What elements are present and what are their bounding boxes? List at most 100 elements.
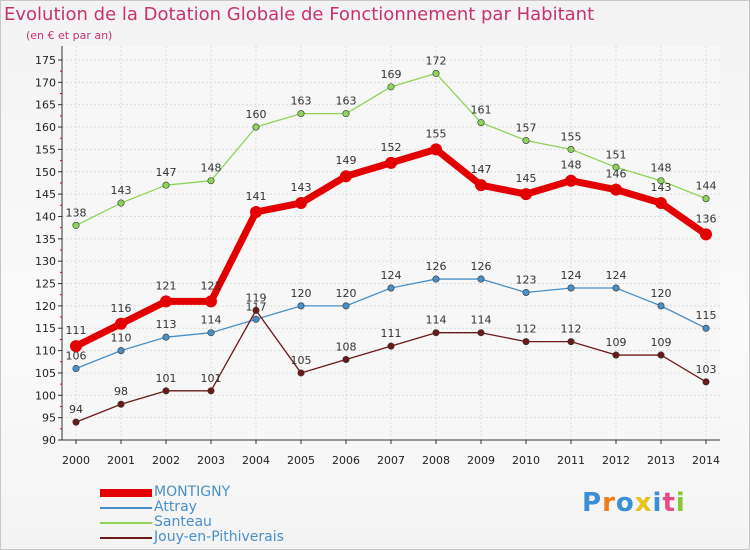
data-point	[430, 143, 442, 156]
x-tick-label: 2013	[647, 454, 675, 467]
data-label: 121	[201, 279, 222, 292]
y-tick-label: 155	[35, 143, 56, 156]
y-tick-label: 115	[35, 322, 56, 335]
data-label: 108	[336, 341, 357, 354]
data-label: 143	[291, 181, 312, 194]
data-label: 112	[516, 323, 537, 336]
data-point	[252, 315, 260, 323]
data-label: 111	[381, 327, 402, 340]
data-point	[522, 288, 530, 296]
data-point	[72, 418, 80, 426]
y-tick-label: 135	[35, 233, 56, 246]
y-tick-label: 140	[35, 210, 56, 223]
data-label: 124	[606, 269, 627, 282]
legend-swatch-santeau	[100, 522, 152, 524]
data-point	[567, 338, 575, 346]
data-label: 169	[381, 68, 402, 81]
data-point	[117, 347, 125, 355]
data-point	[655, 197, 667, 210]
data-label: 143	[111, 184, 132, 197]
data-label: 94	[69, 403, 83, 416]
data-point	[702, 195, 710, 203]
data-label: 120	[651, 287, 672, 300]
data-point	[522, 136, 530, 144]
data-point	[387, 284, 395, 292]
data-point	[115, 317, 127, 330]
y-tick-label: 145	[35, 188, 56, 201]
data-point	[612, 163, 620, 171]
data-label: 115	[696, 309, 717, 322]
data-label: 112	[561, 323, 582, 336]
x-tick-label: 2002	[152, 454, 180, 467]
legend-swatch-montigny	[100, 489, 152, 497]
data-label: 157	[516, 121, 537, 134]
legend-swatch-attray	[100, 507, 152, 509]
data-point	[387, 342, 395, 350]
data-label: 109	[651, 336, 672, 349]
data-label: 161	[471, 104, 492, 117]
data-label: 163	[291, 95, 312, 108]
data-point	[610, 183, 622, 196]
data-point	[432, 329, 440, 337]
data-point	[567, 145, 575, 153]
data-point	[385, 156, 397, 169]
data-point	[612, 351, 620, 359]
data-label: 103	[696, 363, 717, 376]
data-point	[160, 295, 172, 308]
x-tick-label: 2007	[377, 454, 405, 467]
data-point	[297, 110, 305, 118]
y-tick-label: 175	[35, 54, 56, 67]
data-point	[117, 400, 125, 408]
data-label: 172	[426, 54, 447, 67]
data-point	[205, 295, 217, 308]
data-point	[252, 306, 260, 314]
data-label: 121	[156, 279, 177, 292]
y-tick-label: 160	[35, 121, 56, 134]
data-point	[297, 369, 305, 377]
data-label: 155	[561, 130, 582, 143]
y-tick-label: 110	[35, 345, 56, 358]
logo-letter: r	[602, 488, 616, 518]
data-point	[702, 324, 710, 332]
y-tick-label: 120	[35, 300, 56, 313]
data-label: 116	[111, 302, 132, 315]
data-label: 105	[291, 354, 312, 367]
x-tick-label: 2010	[512, 454, 540, 467]
data-label: 101	[201, 372, 222, 385]
x-tick-label: 2003	[197, 454, 225, 467]
x-tick-label: 2014	[692, 454, 720, 467]
data-label: 152	[381, 141, 402, 154]
data-label: 106	[66, 349, 87, 362]
data-point	[612, 284, 620, 292]
chart-subtitle: (en € et par an)	[26, 29, 113, 42]
data-point	[657, 351, 665, 359]
data-point	[432, 69, 440, 77]
data-point	[162, 333, 170, 341]
x-tick-label: 2004	[242, 454, 270, 467]
data-point	[342, 356, 350, 364]
data-point	[475, 179, 487, 192]
data-point	[162, 387, 170, 395]
legend-label-santeau: Santeau	[154, 514, 212, 530]
y-tick-label: 95	[42, 412, 56, 425]
x-tick-label: 2000	[62, 454, 90, 467]
data-point	[522, 338, 530, 346]
logo-letter: o	[615, 488, 635, 518]
data-point	[432, 275, 440, 283]
data-point	[250, 206, 262, 218]
legend-label-attray: Attray	[154, 499, 197, 515]
data-point	[117, 199, 125, 207]
y-tick-label: 105	[35, 367, 56, 380]
data-label: 144	[696, 180, 717, 193]
data-label: 117	[246, 300, 267, 313]
data-point	[72, 221, 80, 229]
data-point	[700, 228, 712, 241]
chart-title: Evolution de la Dotation Globale de Fonc…	[4, 4, 595, 25]
data-point	[295, 197, 307, 210]
data-label: 120	[336, 287, 357, 300]
data-label: 143	[651, 181, 672, 194]
data-point	[342, 302, 350, 310]
data-point	[477, 275, 485, 283]
x-tick-label: 2012	[602, 454, 630, 467]
